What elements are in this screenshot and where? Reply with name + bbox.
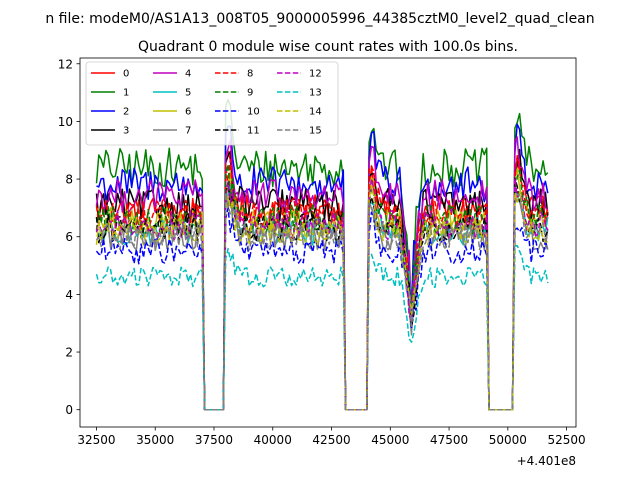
series-line-1 [95, 98, 549, 411]
legend-label-5: 5 [185, 88, 191, 99]
legend-label-6: 6 [185, 107, 191, 118]
x-tick-label: 35000 [136, 433, 174, 447]
legend-label-1: 1 [123, 88, 129, 99]
chart-title: Quadrant 0 module wise count rates with … [138, 39, 518, 55]
legend-label-2: 2 [123, 107, 129, 118]
axes-layer: 32500 35000 37500 40000 42500 45000 47500 50000… [58, 57, 586, 447]
series-line-15 [95, 191, 549, 411]
y-tick-label: 2 [65, 346, 73, 360]
series-line-4 [95, 136, 549, 411]
y-tick-label: 12 [58, 57, 73, 71]
series-line-13 [95, 244, 549, 411]
legend-label-4: 4 [185, 69, 191, 80]
x-tick-label: 45000 [371, 433, 409, 447]
legend-label-7: 7 [185, 126, 191, 137]
x-tick-label: 52500 [548, 433, 586, 447]
series-line-10 [95, 207, 549, 411]
legend-label-3: 3 [123, 126, 129, 137]
x-tick-label: 50000 [489, 433, 527, 447]
y-tick-label: 0 [65, 403, 73, 417]
series-line-12 [95, 177, 549, 411]
y-tick-label: 4 [65, 288, 73, 302]
x-tick-label: 40000 [254, 433, 292, 447]
x-tick-label: 37500 [195, 433, 233, 447]
series-layer [95, 98, 549, 411]
x-tick-label: 47500 [430, 433, 468, 447]
legend-label-15: 15 [309, 126, 322, 137]
x-tick-label: 32500 [77, 433, 115, 447]
plot-frame [79, 57, 577, 428]
legend-box [85, 61, 339, 146]
legend-label-13: 13 [309, 88, 322, 99]
legend-label-0: 0 [123, 69, 129, 80]
y-tick-label: 10 [58, 115, 73, 129]
figure-suptitle: n file: modeM0/AS1A13_008T05_9000005996_… [45, 11, 594, 27]
x-offset-label: +4.401e8 [517, 454, 576, 468]
legend-label-8: 8 [247, 69, 253, 80]
legend-label-10: 10 [247, 107, 260, 118]
legend-label-11: 11 [247, 126, 260, 137]
y-tick-label: 8 [65, 173, 73, 187]
legend-label-9: 9 [247, 88, 253, 99]
x-tick-label: 42500 [312, 433, 350, 447]
legend-label-14: 14 [309, 107, 322, 118]
y-tick-label: 6 [65, 230, 73, 244]
legend-label-12: 12 [309, 69, 322, 80]
